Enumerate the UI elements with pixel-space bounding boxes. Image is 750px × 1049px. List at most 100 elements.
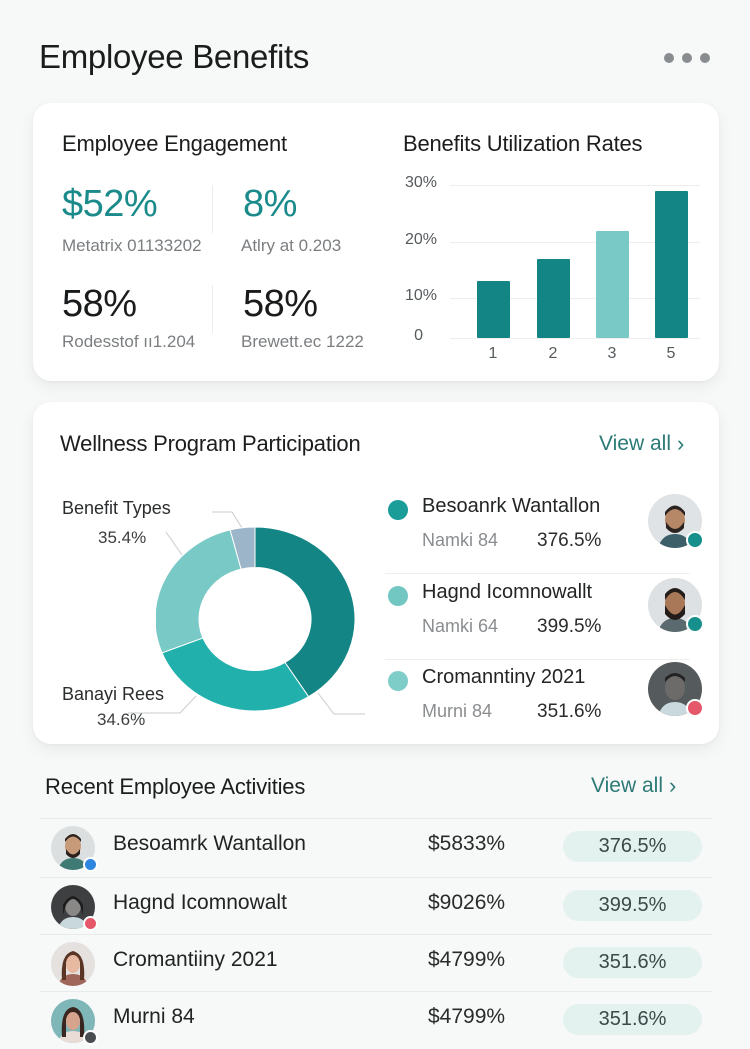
donut-svg [154, 526, 356, 712]
activity-amount: $9026% [428, 891, 506, 914]
metric-value: 8% [243, 183, 297, 225]
x-axis-tick: 5 [666, 345, 676, 362]
bar[interactable] [596, 230, 629, 338]
donut-percent: 35.4% [98, 528, 147, 547]
legend-row[interactable]: Besoanrk Wantallon Namki 84 376.5% [385, 488, 705, 574]
chevron-right-icon: › [676, 431, 685, 456]
legend-value: 376.5% [537, 530, 602, 551]
legend-subtext: Murni 84 [422, 701, 493, 721]
legend-name: Cromanntiny 2021 [422, 666, 586, 688]
status-indicator [83, 1030, 98, 1045]
chevron-right-icon: › [668, 773, 677, 798]
donut-label: Benefit Types [62, 498, 171, 518]
avatar [51, 999, 98, 1045]
status-indicator [686, 699, 704, 717]
metric-value: $52% [62, 183, 158, 225]
utilization-title: Benefits Utilization Rates [403, 131, 643, 156]
activity-amount: $5833% [428, 832, 506, 855]
user-avatar-icon [648, 494, 702, 548]
activities-view-all-link[interactable]: View all › [591, 774, 676, 798]
bar[interactable] [537, 258, 570, 338]
legend-row[interactable]: Cromanntiny 2021 Murni 84 351.6% [385, 659, 705, 745]
metric-label: Rodesstof ıı1.204 [62, 332, 196, 351]
activities-title: Recent Employee Activities [45, 774, 306, 799]
donut-segment[interactable] [161, 637, 310, 712]
status-indicator [686, 531, 704, 549]
avatar[interactable] [648, 578, 704, 633]
legend-color-dot [388, 671, 408, 691]
donut-percent: 34.6% [97, 710, 146, 729]
utilization-bar-chart: 0 10% 20% 30% 1 2 3 5 [395, 170, 705, 370]
divider [212, 185, 213, 233]
status-indicator [83, 857, 98, 872]
status-indicator [83, 916, 98, 931]
engagement-title: Employee Engagement [62, 131, 287, 156]
wellness-view-all-link[interactable]: View all › [599, 432, 684, 456]
legend-name: Besoanrk Wantallon [422, 495, 601, 517]
status-indicator [686, 615, 704, 633]
legend-value: 399.5% [537, 616, 602, 637]
y-axis-tick: 20% [404, 231, 437, 248]
avatar [51, 942, 95, 986]
avatar [51, 826, 98, 872]
more-horizontal-icon [664, 53, 674, 63]
user-avatar-icon [51, 942, 95, 986]
gridline [450, 242, 700, 243]
activity-row[interactable]: Cromantiiny 2021 $4799% 351.6% [40, 934, 712, 991]
divider [385, 573, 690, 574]
view-all-label: View all [591, 774, 663, 797]
gridline [450, 298, 700, 299]
more-dot [682, 53, 692, 63]
activity-percent-badge: 376.5% [563, 831, 702, 862]
activity-percent-badge: 351.6% [563, 1004, 702, 1035]
y-axis-tick: 30% [404, 174, 437, 191]
wellness-donut-chart [154, 526, 356, 712]
donut-segment[interactable] [254, 526, 356, 698]
x-axis-tick: 2 [548, 345, 558, 362]
bar[interactable] [477, 281, 510, 338]
avatar[interactable] [648, 494, 704, 549]
wellness-title: Wellness Program Participation [60, 431, 361, 456]
legend-subtext: Namki 84 [422, 530, 499, 550]
legend-row[interactable]: Hagnd Icomnowallt Namki 64 399.5% [385, 574, 705, 660]
activity-row[interactable]: Hagnd Icomnowalt $9026% 399.5% [40, 877, 712, 934]
donut-segment[interactable] [154, 529, 242, 654]
activity-row[interactable]: Besoamrk Wantallon $5833% 376.5% [40, 818, 712, 875]
more-options-button[interactable] [664, 50, 710, 66]
user-avatar-icon [51, 999, 95, 1043]
user-avatar-icon [51, 885, 95, 929]
avatar [51, 885, 98, 931]
activity-employee-name: Murni 84 [113, 1005, 195, 1028]
donut-label: Banayi Rees [62, 684, 165, 704]
activity-employee-name: Besoamrk Wantallon [113, 832, 306, 855]
activity-percent-badge: 399.5% [563, 890, 702, 921]
page-title: Employee Benefits [39, 38, 310, 75]
metric-label: Atlry at 0.203 [241, 236, 342, 255]
legend-color-dot [388, 500, 408, 520]
view-all-label: View all [599, 432, 671, 455]
avatar[interactable] [648, 662, 704, 717]
legend-name: Hagnd Icomnowallt [422, 581, 593, 603]
y-axis-tick: 0 [414, 327, 423, 344]
divider [212, 285, 213, 333]
legend-value: 351.6% [537, 701, 602, 722]
x-axis-tick: 1 [488, 345, 498, 362]
activity-employee-name: Hagnd Icomnowalt [113, 891, 287, 914]
y-axis-tick: 10% [404, 287, 437, 304]
more-dot [700, 53, 710, 63]
metric-label: Brewett.ec 1222 [241, 332, 364, 351]
activity-amount: $4799% [428, 948, 506, 971]
legend-subtext: Namki 64 [422, 616, 499, 636]
divider [385, 659, 690, 660]
gridline [450, 185, 700, 186]
bar[interactable] [655, 190, 688, 338]
activity-percent-badge: 351.6% [563, 947, 702, 978]
activity-row[interactable]: Murni 84 $4799% 351.6% [40, 991, 712, 1048]
user-avatar-icon [648, 662, 702, 716]
metric-value: 58% [243, 283, 318, 325]
activity-amount: $4799% [428, 1005, 506, 1028]
activity-employee-name: Cromantiiny 2021 [113, 948, 278, 971]
donut-segment[interactable] [229, 526, 256, 570]
